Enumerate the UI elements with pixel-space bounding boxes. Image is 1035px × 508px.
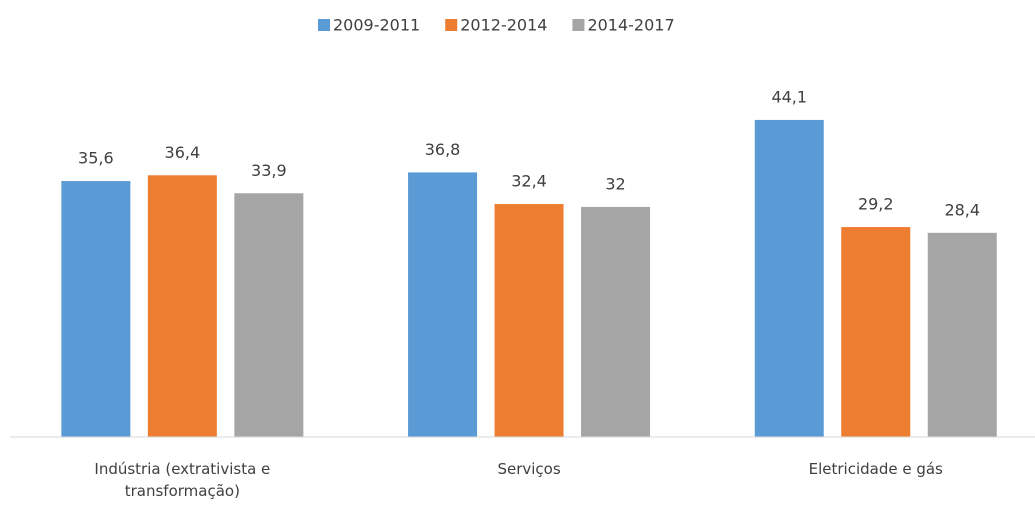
x-tick-label: Serviços [497, 460, 561, 478]
legend-label: 2012-2014 [460, 16, 547, 35]
data-label: 32 [605, 174, 625, 193]
data-label: 36,8 [425, 140, 461, 159]
bar [494, 204, 564, 437]
x-tick-label: Indústria (extrativista e transformação) [94, 460, 271, 500]
data-label: 36,4 [165, 143, 201, 162]
legend-swatch [572, 19, 585, 31]
data-label: 32,4 [511, 172, 547, 191]
bar [927, 232, 997, 437]
data-label: 35,6 [78, 149, 114, 168]
legend-label: 2014-2017 [587, 16, 674, 35]
legend-swatch [445, 19, 458, 31]
data-label: 33,9 [251, 161, 287, 180]
bar [61, 181, 131, 437]
data-label: 44,1 [771, 87, 807, 106]
bar [147, 175, 217, 437]
bar [234, 193, 304, 437]
bar [841, 227, 911, 437]
legend-swatch [318, 19, 330, 31]
data-label: 29,2 [858, 195, 894, 214]
data-label: 28,4 [944, 200, 980, 219]
bar [754, 119, 824, 438]
bar [408, 172, 478, 437]
x-tick-label: Eletricidade e gás [808, 460, 943, 478]
legend-label: 2009-2011 [333, 16, 420, 35]
bar [581, 206, 651, 437]
